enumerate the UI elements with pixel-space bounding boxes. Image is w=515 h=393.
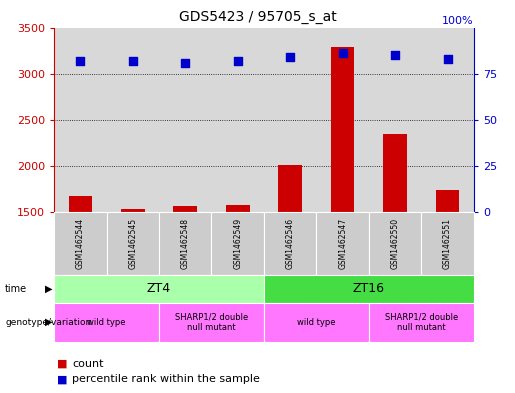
Text: 100%: 100% bbox=[442, 16, 474, 26]
Point bbox=[129, 58, 137, 64]
Bar bbox=[68, 196, 92, 212]
Point bbox=[234, 58, 242, 64]
Point bbox=[443, 56, 452, 62]
Point bbox=[338, 50, 347, 57]
Point bbox=[181, 59, 190, 66]
Bar bbox=[331, 47, 354, 212]
Bar bbox=[174, 206, 197, 212]
Text: ▶: ▶ bbox=[45, 284, 53, 294]
Text: GSM1462546: GSM1462546 bbox=[286, 218, 295, 269]
Text: GSM1462549: GSM1462549 bbox=[233, 218, 242, 269]
Text: ■: ■ bbox=[57, 358, 67, 369]
Text: GDS5423 / 95705_s_at: GDS5423 / 95705_s_at bbox=[179, 10, 336, 24]
Text: GSM1462550: GSM1462550 bbox=[390, 218, 400, 269]
Bar bbox=[383, 134, 407, 212]
Text: genotype/variation: genotype/variation bbox=[5, 318, 91, 327]
Bar bbox=[436, 190, 459, 212]
Text: SHARP1/2 double
null mutant: SHARP1/2 double null mutant bbox=[175, 312, 248, 332]
Text: wild type: wild type bbox=[297, 318, 336, 327]
Text: count: count bbox=[72, 358, 104, 369]
Bar bbox=[279, 165, 302, 212]
Text: SHARP1/2 double
null mutant: SHARP1/2 double null mutant bbox=[385, 312, 458, 332]
Text: ZT4: ZT4 bbox=[147, 282, 171, 296]
Point bbox=[76, 58, 84, 64]
Text: wild type: wild type bbox=[87, 318, 126, 327]
Text: GSM1462547: GSM1462547 bbox=[338, 218, 347, 269]
Text: percentile rank within the sample: percentile rank within the sample bbox=[72, 374, 260, 384]
Text: ZT16: ZT16 bbox=[353, 282, 385, 296]
Text: ▶: ▶ bbox=[45, 317, 53, 327]
Point bbox=[391, 52, 399, 58]
Point bbox=[286, 54, 294, 60]
Text: GSM1462551: GSM1462551 bbox=[443, 218, 452, 269]
Text: GSM1462544: GSM1462544 bbox=[76, 218, 85, 269]
Text: ■: ■ bbox=[57, 374, 67, 384]
Text: time: time bbox=[5, 284, 27, 294]
Bar bbox=[226, 205, 249, 212]
Text: GSM1462545: GSM1462545 bbox=[128, 218, 138, 269]
Text: GSM1462548: GSM1462548 bbox=[181, 218, 190, 269]
Bar bbox=[121, 209, 145, 212]
